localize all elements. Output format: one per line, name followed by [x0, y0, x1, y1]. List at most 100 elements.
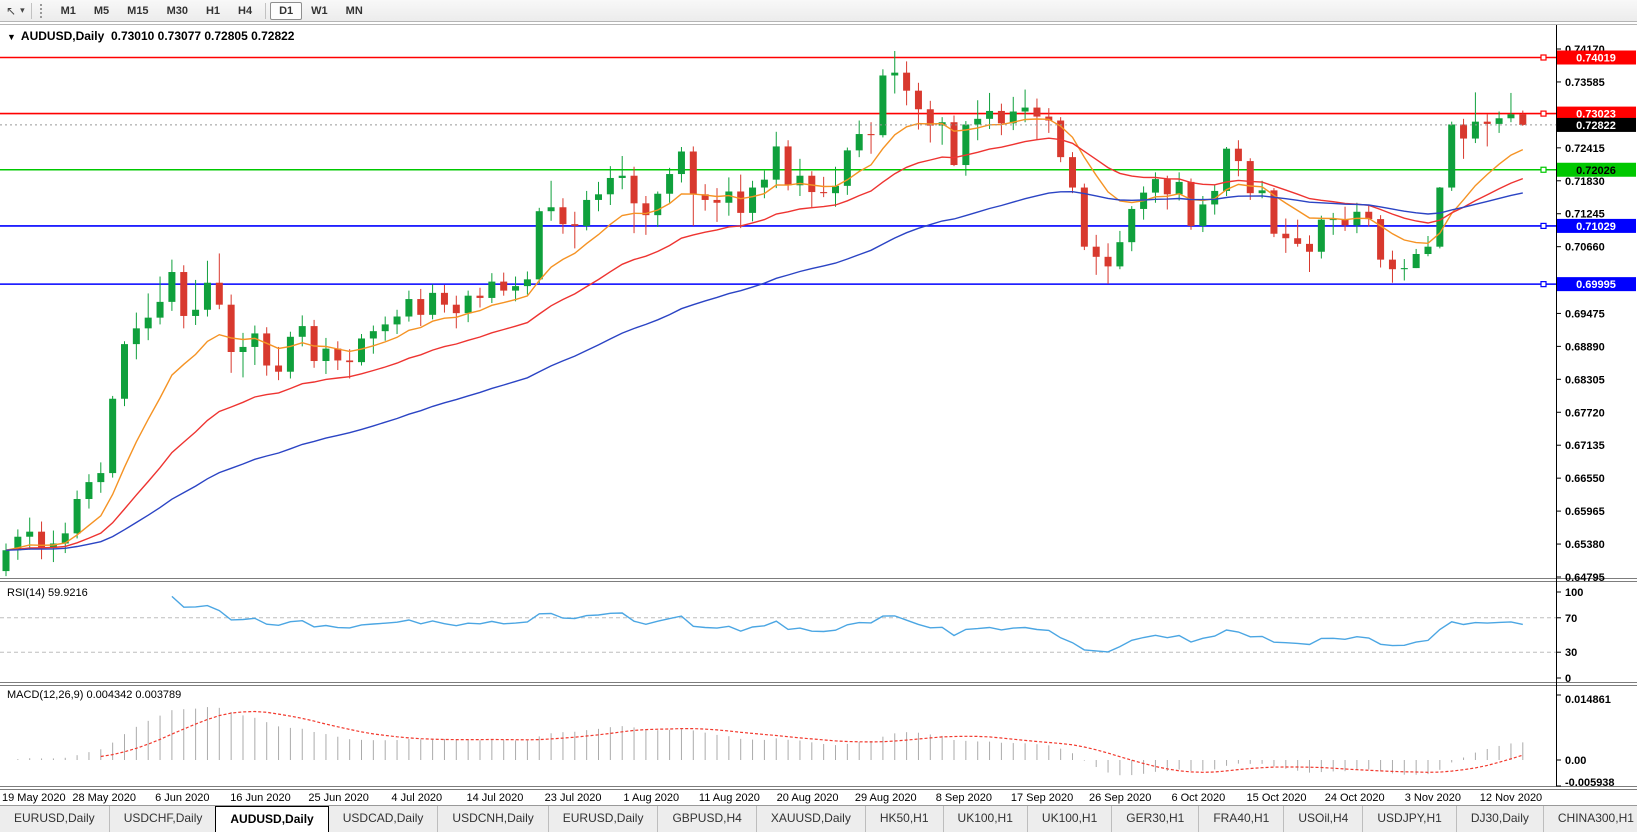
- toolbar-grip-handle[interactable]: [39, 3, 45, 18]
- candle-body: [595, 194, 602, 200]
- hline-handle[interactable]: [1540, 110, 1547, 117]
- toolbar-divider: [30, 2, 32, 19]
- chart-tab-usdcad-daily[interactable]: USDCAD,Daily: [342, 811, 424, 825]
- level-price-label-box: [1557, 50, 1636, 65]
- toolbar-divider: [265, 2, 267, 19]
- candle-body: [1151, 179, 1159, 193]
- current-price-label: 0.72822: [1576, 120, 1616, 132]
- timeframe-button-mn[interactable]: MN: [345, 4, 363, 17]
- candle-body: [642, 203, 650, 216]
- ma-line-55: [5, 190, 1523, 551]
- chart-tab-fra40-h1[interactable]: FRA40,H1: [1198, 806, 1283, 832]
- candle-body: [1128, 208, 1136, 243]
- chart-tab-usdjpy-h1[interactable]: USDJPY,H1: [1362, 806, 1455, 832]
- date-axis-label: 14 Jul 2020: [467, 792, 524, 804]
- chart-tab-usdcnh-daily[interactable]: USDCNH,Daily: [437, 806, 547, 832]
- chart-tab-xauusd-daily[interactable]: XAUUSD,Daily: [755, 806, 865, 832]
- candle-body: [322, 348, 330, 362]
- candle-body: [1223, 148, 1231, 191]
- chart-title: ▼ AUDUSD,Daily 0.73010 0.73077 0.72805 0.…: [7, 29, 294, 43]
- chart-tab-usdchf-daily[interactable]: USDCHF,Daily: [108, 806, 217, 832]
- candle-body: [334, 348, 342, 361]
- timeframe-button-d1[interactable]: D1: [270, 1, 303, 20]
- crosshair-cursor-icon[interactable]: ↖: [6, 3, 17, 18]
- candle-body: [440, 292, 448, 305]
- candle-body: [559, 207, 567, 225]
- price-chart[interactable]: 0.741700.735850.724150.718300.712450.706…: [0, 24, 1637, 805]
- candle-body: [1400, 268, 1408, 270]
- chart-tab-eurusd-daily[interactable]: EURUSD,Daily: [14, 811, 95, 825]
- candle-body: [1448, 124, 1456, 188]
- candle-body: [393, 316, 401, 325]
- candle-body: [1460, 124, 1468, 139]
- chart-tab-uk100-h1[interactable]: UK100,H1: [942, 806, 1027, 832]
- chart-tab-hk50-h1[interactable]: HK50,H1: [864, 806, 943, 832]
- timeframe-button-m30[interactable]: M30: [166, 4, 188, 17]
- candle-body: [156, 301, 164, 318]
- candle-body: [180, 272, 188, 316]
- timeframe-button-w1[interactable]: W1: [311, 4, 328, 17]
- candle-body: [275, 365, 283, 372]
- chart-tab-usoil-h4[interactable]: USOil,H4: [1283, 806, 1362, 832]
- candle-body: [1211, 190, 1219, 205]
- candle-body: [488, 281, 496, 298]
- candle-body: [263, 333, 271, 366]
- price-axis-label: 0.70660: [1565, 242, 1605, 254]
- hline-handle[interactable]: [1540, 281, 1547, 288]
- candle-body: [997, 110, 1005, 124]
- level-price-label-box: [1557, 218, 1636, 233]
- candle-body: [227, 304, 235, 353]
- rsi-axis-label: 30: [1565, 647, 1577, 659]
- timeframe-button-m15[interactable]: M15: [127, 4, 149, 17]
- candle-body: [1412, 254, 1420, 269]
- chart-tab-dj30-daily[interactable]: DJ30,Daily: [1455, 806, 1543, 832]
- chart-tab-ger30-h1[interactable]: GER30,H1: [1111, 806, 1198, 832]
- candle-body: [1009, 111, 1017, 124]
- hline-handle[interactable]: [1540, 54, 1547, 61]
- candle-body: [85, 482, 93, 499]
- candle-body: [867, 134, 875, 136]
- candle-body: [286, 336, 294, 372]
- collapse-chart-icon[interactable]: ▼: [7, 32, 16, 42]
- price-axis-label: 0.67720: [1565, 407, 1605, 419]
- candle-body: [26, 531, 34, 537]
- chart-tab-eurusd-daily[interactable]: EURUSD,Daily: [547, 806, 658, 832]
- candle-body: [1234, 148, 1242, 162]
- timeframe-button-h4[interactable]: H4: [238, 4, 253, 17]
- candle-body: [1246, 161, 1254, 194]
- macd-axis-label: 0.014861: [1565, 694, 1611, 706]
- candle-body: [1080, 187, 1088, 247]
- candle-body: [203, 282, 211, 310]
- candle-body: [464, 295, 472, 314]
- candle-body: [547, 207, 555, 212]
- timeframe-button-h1[interactable]: H1: [205, 4, 221, 17]
- timeframe-button-m5[interactable]: M5: [93, 4, 110, 17]
- candle-body: [144, 317, 152, 329]
- price-axis-label: 0.72415: [1565, 143, 1605, 155]
- level-price-label-box: [1557, 106, 1636, 121]
- candle-body: [784, 146, 792, 186]
- chart-tab-china300-h1[interactable]: CHINA300,H1: [1542, 806, 1637, 832]
- candle-body: [61, 533, 69, 544]
- candle-body: [500, 281, 508, 291]
- candle-body: [796, 175, 804, 186]
- candle-body: [97, 473, 105, 483]
- date-axis-label: 6 Oct 2020: [1171, 792, 1225, 804]
- price-axis-label: 0.67135: [1565, 440, 1605, 452]
- candle-body: [1033, 107, 1041, 117]
- candle-body: [132, 328, 140, 345]
- hline-handle[interactable]: [1540, 166, 1547, 173]
- date-axis-label: 23 Jul 2020: [545, 792, 602, 804]
- chart-tab-uk100-h1[interactable]: UK100,H1: [1026, 806, 1111, 832]
- candle-body: [239, 346, 247, 353]
- candle-body: [215, 282, 223, 305]
- hline-handle[interactable]: [1540, 222, 1547, 230]
- chart-tab-gbpusd-h4[interactable]: GBPUSD,H4: [657, 806, 755, 832]
- chart-tab-audusd-daily[interactable]: AUDUSD,Daily: [215, 806, 329, 832]
- candle-body: [1306, 243, 1313, 252]
- timeframe-button-m1[interactable]: M1: [60, 4, 76, 17]
- candle-body: [1495, 118, 1503, 124]
- chevron-down-icon[interactable]: ▾: [20, 5, 25, 15]
- candle-body: [1388, 259, 1396, 270]
- candle-body: [630, 175, 638, 204]
